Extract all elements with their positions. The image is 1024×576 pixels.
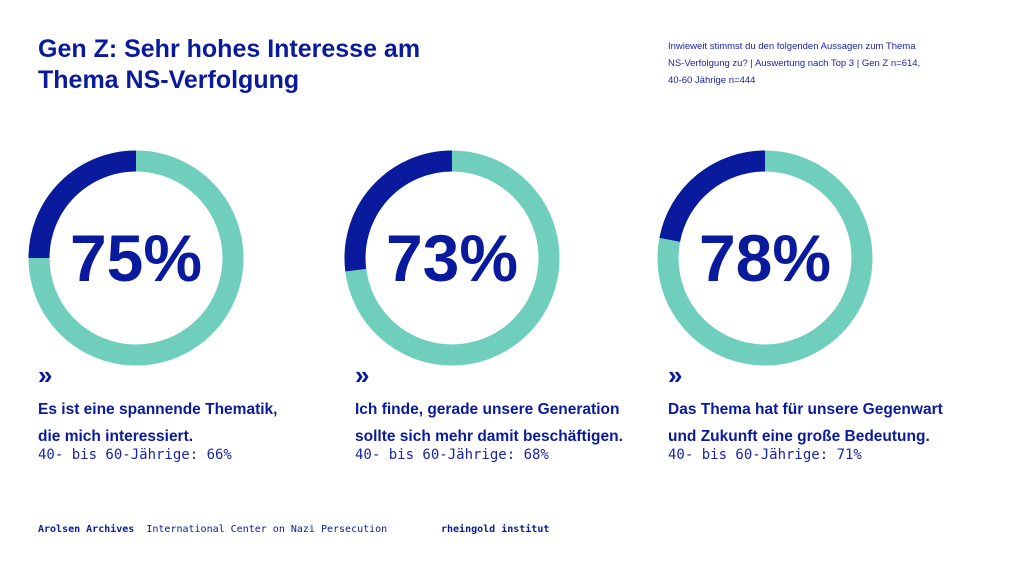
donut-1-value-label: 75% — [70, 221, 202, 295]
donut-3-segment — [659, 150, 766, 243]
chevron-double-right-icon: » — [355, 360, 370, 390]
statement-2-line-2: sollte sich mehr damit beschäftigen. — [355, 428, 623, 445]
donut-2-value-label: 73% — [386, 221, 518, 295]
donut-3-value-label: 78% — [699, 221, 831, 295]
donut-3: 78% — [657, 150, 873, 366]
footer-org-subtitle: International Center on Nazi Persecution — [146, 524, 388, 535]
footer-partner: rheingold institut — [441, 524, 550, 535]
note-line-1: Inwieweit stimmst du den folgenden Aussa… — [668, 41, 916, 52]
chevron-double-right-icon: » — [668, 360, 683, 390]
chevron-double-right-icon: » — [38, 360, 53, 390]
statement-1-line-2: die mich interessiert. — [38, 428, 194, 445]
donut-1: 75% — [28, 150, 244, 366]
statement-2-line-1: Ich finde, gerade unsere Generation — [355, 401, 620, 418]
statement-1-line-1: Es ist eine spannende Thematik, — [38, 401, 278, 418]
page-title: Gen Z: Sehr hohes Interesse am Thema NS-… — [38, 34, 558, 96]
comparison-3: 40- bis 60-Jährige: 71% — [668, 447, 862, 463]
title-line-2: Thema NS-Verfolgung — [38, 66, 300, 94]
donut-1-segment — [28, 150, 137, 259]
statement-3: Das Thema hat für unsere Gegenwart und Z… — [668, 396, 978, 450]
note-line-2: NS-Verfolgung zu? | Auswertung nach Top … — [668, 58, 921, 69]
statement-3-line-1: Das Thema hat für unsere Gegenwart — [668, 401, 943, 418]
footer-organization: Arolsen Archives International Center on… — [38, 524, 387, 535]
comparison-2: 40- bis 60-Jährige: 68% — [355, 447, 549, 463]
statement-2: Ich finde, gerade unsere Generation soll… — [355, 396, 665, 450]
title-line-1: Gen Z: Sehr hohes Interesse am — [38, 35, 421, 63]
note-line-3: 40-60 Jährige n=444 — [668, 75, 756, 86]
donut-2-segment — [344, 150, 453, 272]
statement-1: Es ist eine spannende Thematik, die mich… — [38, 396, 348, 450]
survey-note: Inwieweit stimmst du den folgenden Aussa… — [668, 38, 968, 89]
donut-2: 73% — [344, 150, 560, 366]
comparison-1: 40- bis 60-Jährige: 66% — [38, 447, 232, 463]
statement-3-line-2: und Zukunft eine große Bedeutung. — [668, 428, 930, 445]
footer-org-name: Arolsen Archives — [38, 524, 135, 535]
